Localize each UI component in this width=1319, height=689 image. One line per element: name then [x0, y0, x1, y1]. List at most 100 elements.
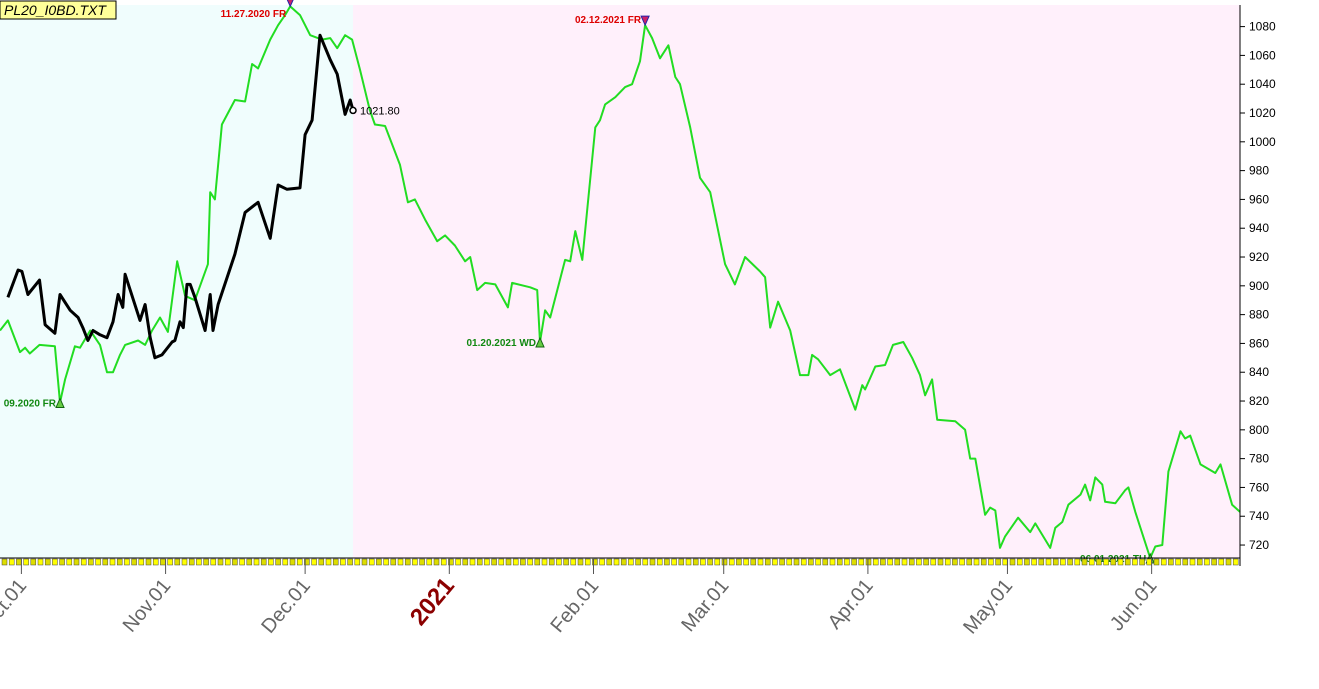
- annotation: 11.27.2020 FR: [221, 9, 287, 20]
- ruler-cell: [16, 558, 22, 566]
- ruler-cell: [800, 558, 807, 566]
- x-tick-label: Apr.01: [824, 575, 878, 633]
- ruler-cell: [520, 558, 526, 566]
- last-point: [349, 106, 357, 115]
- ruler-cell: [916, 558, 922, 566]
- ruler-cell: [505, 558, 512, 566]
- ruler-cell: [584, 558, 591, 566]
- ruler-cell: [1081, 558, 1088, 566]
- ruler-cell: [246, 558, 253, 566]
- ruler-cell: [318, 558, 325, 566]
- ruler-cell: [8, 558, 15, 566]
- y-tick-label: 920: [1249, 250, 1269, 264]
- y-tick-label: 1020: [1249, 106, 1276, 120]
- plot: 1021.80 11.27.2020 FR 02.12.2021 FR 09.2020…: [0, 0, 1241, 565]
- ruler-cell: [1096, 558, 1102, 566]
- ruler-cell: [750, 558, 757, 566]
- ruler-cell: [563, 558, 569, 566]
- ruler-cell: [325, 558, 332, 566]
- ruler-cell: [253, 558, 260, 566]
- ruler-cell: [1225, 558, 1232, 566]
- y-tick-label: 800: [1249, 423, 1269, 437]
- ruler-cell: [1175, 558, 1181, 566]
- ruler-cell: [44, 558, 51, 566]
- ruler-cell: [671, 558, 677, 566]
- ruler-cell: [1009, 558, 1016, 566]
- ruler-cell: [1146, 558, 1153, 566]
- ruler-cell: [836, 558, 843, 566]
- ruler-cell: [224, 558, 231, 566]
- ruler-cell: [844, 558, 850, 566]
- ruler-cell: [714, 558, 721, 566]
- ruler-cell: [217, 558, 224, 566]
- ruler-cell: [642, 558, 649, 566]
- ruler-cell: [174, 558, 181, 566]
- ruler-cell: [894, 558, 901, 566]
- x-tick-label: May.01: [959, 575, 1017, 638]
- ruler-cell: [210, 558, 217, 566]
- ruler-cell: [700, 558, 706, 566]
- ruler-cell: [1168, 558, 1174, 566]
- ruler-cell: [296, 558, 303, 566]
- ruler-cell: [332, 558, 339, 566]
- x-tick-label: Dec.01: [257, 575, 315, 638]
- ruler-cell: [1160, 558, 1167, 566]
- ruler-cell: [613, 558, 620, 566]
- ruler-cell: [649, 558, 656, 566]
- forecast-background: [353, 5, 1240, 558]
- ruler-cell: [109, 558, 116, 566]
- ruler-cell: [404, 558, 411, 566]
- ruler-cell: [347, 558, 353, 566]
- y-tick-label: 780: [1249, 452, 1269, 466]
- backgrounds: [0, 5, 1240, 558]
- ruler-cell: [779, 558, 785, 566]
- ruler-cell: [692, 558, 699, 566]
- ruler-cell: [851, 558, 857, 566]
- ruler-cell: [95, 558, 101, 566]
- ruler-cell: [1024, 558, 1030, 566]
- ruler-cell: [1139, 558, 1145, 566]
- marker: [535, 336, 545, 348]
- series-line: [6, 33, 355, 360]
- ruler-cell: [1124, 558, 1131, 566]
- ruler-cell: [268, 558, 274, 566]
- y-tick-label: 740: [1249, 509, 1269, 523]
- ruler-cell: [901, 558, 908, 566]
- ruler-cell: [656, 558, 663, 566]
- ruler-cell: [80, 558, 87, 566]
- ruler-cell: [1110, 558, 1117, 566]
- ruler-cell: [138, 558, 145, 566]
- ruler-cell: [167, 558, 173, 566]
- ruler-cell: [966, 558, 973, 566]
- ruler-cell: [311, 558, 317, 566]
- ruler-cell: [764, 558, 771, 566]
- y-tick-label: 860: [1249, 336, 1269, 350]
- ruler-cell: [1038, 558, 1045, 566]
- last-value-label: 1021.80: [360, 105, 400, 117]
- ruler-cell: [30, 558, 37, 566]
- y-tick-label: 720: [1249, 538, 1269, 552]
- ruler-cell: [1016, 558, 1023, 566]
- ruler-cell: [491, 558, 497, 566]
- chart-title: PL20_I0BD.TXT: [4, 2, 107, 18]
- ruler-cell: [131, 558, 137, 566]
- y-tick-label: 1000: [1249, 135, 1276, 149]
- ruler-cell: [988, 558, 994, 566]
- ruler-cell: [66, 558, 73, 566]
- ruler-cell: [995, 558, 1001, 566]
- ruler-cell: [930, 558, 937, 566]
- ruler-cell: [757, 558, 764, 566]
- ruler-cell: [426, 558, 433, 566]
- y-tick-label: 820: [1249, 394, 1269, 408]
- ruler-cell: [822, 558, 829, 566]
- ruler-cell: [872, 558, 879, 566]
- ruler-cell: [1074, 558, 1081, 566]
- ruler-cell: [721, 558, 728, 566]
- ruler-cell: [1232, 558, 1239, 566]
- x-tick-label: Oct.01: [0, 575, 31, 634]
- ruler-cell: [865, 558, 872, 566]
- ruler-cell: [887, 558, 893, 566]
- ruler-cell: [275, 558, 281, 566]
